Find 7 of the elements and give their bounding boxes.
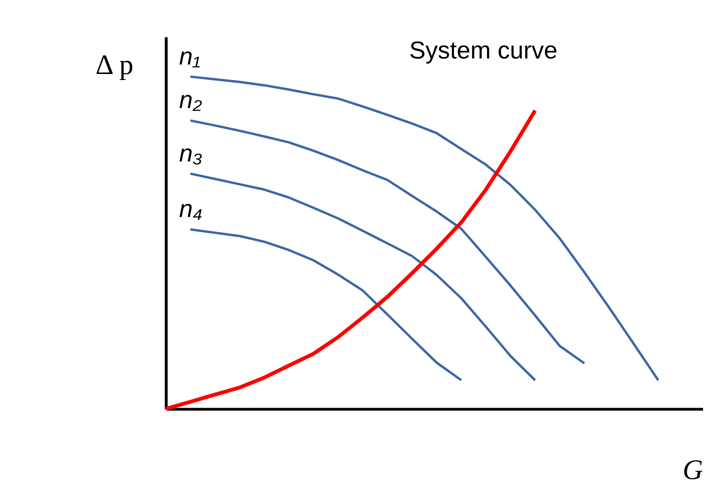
series-label: n₃ [179, 140, 203, 168]
series-label: n₄ [179, 196, 202, 224]
text: System curve [409, 38, 558, 65]
series-label: n₁ [179, 43, 201, 70]
x-axis-title: G [682, 454, 704, 486]
y-axis-title: Δ p [96, 50, 134, 81]
series-label: n₂ [179, 87, 203, 114]
